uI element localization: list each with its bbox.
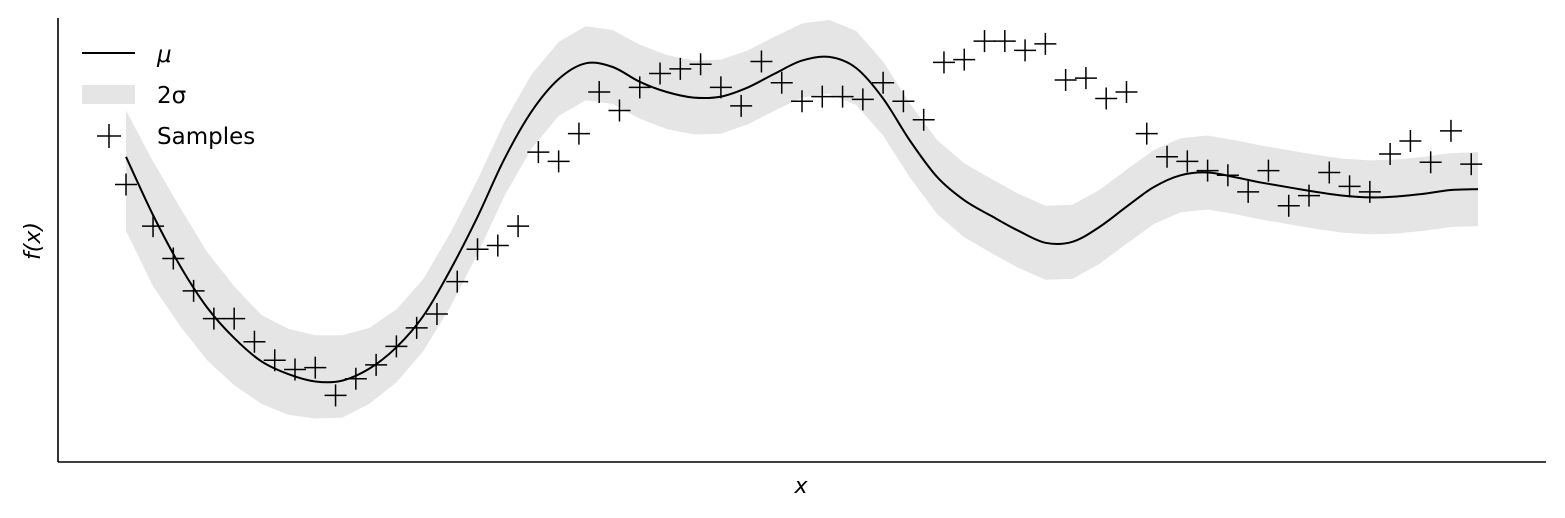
sample-point	[202, 307, 225, 330]
sample-point	[243, 330, 266, 353]
sample-point	[993, 30, 1016, 53]
sample-point	[344, 367, 367, 390]
sample-point	[1338, 175, 1361, 198]
sample-point	[1156, 145, 1179, 168]
sample-point	[608, 99, 631, 122]
sample-point	[284, 358, 306, 381]
sample-point	[142, 215, 165, 238]
sample-point	[973, 30, 996, 53]
sample-point	[1074, 67, 1097, 90]
sample-point	[1054, 68, 1077, 91]
sample-point	[669, 57, 692, 80]
sample-point	[1237, 180, 1260, 203]
legend-band-swatch	[82, 85, 135, 104]
sample-point	[527, 141, 550, 164]
sample-point	[892, 90, 915, 113]
sample-point	[304, 356, 327, 379]
sample-point	[162, 247, 185, 270]
uncertainty-band	[126, 19, 1478, 419]
sample-point	[324, 384, 347, 407]
sample-point	[1115, 81, 1138, 103]
sample-point	[223, 307, 246, 330]
sample-point	[831, 85, 854, 108]
sample-point	[1257, 159, 1280, 182]
sample-point	[385, 335, 408, 358]
sample-point	[567, 122, 590, 145]
y-axis-label: f(x)	[21, 222, 46, 260]
sample-point	[1135, 122, 1158, 145]
uncertainty-band-layer	[126, 19, 1478, 419]
sample-point	[649, 62, 672, 85]
sample-point	[1298, 184, 1320, 207]
sample-point	[547, 150, 570, 173]
legend-label-mean: μ	[156, 42, 172, 68]
legend-label-samples: Samples	[157, 124, 255, 150]
sample-point	[1358, 180, 1381, 203]
sample-point	[1216, 164, 1239, 187]
sample-point	[507, 215, 530, 238]
sample-point	[791, 90, 813, 113]
samples-layer	[115, 30, 1483, 407]
sample-point	[1419, 151, 1442, 174]
sample-point	[750, 50, 773, 73]
sample-point	[709, 76, 732, 99]
sample-point	[115, 173, 137, 196]
sample-point	[405, 316, 428, 339]
sample-point	[466, 238, 489, 261]
sample-point	[588, 81, 611, 103]
sample-point	[486, 234, 509, 257]
sample-point	[446, 270, 469, 293]
sample-point	[1399, 130, 1422, 153]
sample-point	[1439, 119, 1462, 142]
sample-point	[425, 303, 448, 325]
sample-point	[1277, 194, 1300, 217]
sample-point	[851, 88, 874, 111]
sample-point	[1014, 39, 1037, 62]
sample-point	[365, 353, 388, 376]
sample-point	[1095, 87, 1118, 110]
sample-point	[1176, 150, 1199, 173]
sample-point	[932, 51, 955, 74]
sample-point	[730, 94, 753, 117]
sample-point	[811, 85, 834, 108]
sample-point	[1318, 161, 1341, 184]
sample-point	[770, 71, 793, 94]
sample-point	[1460, 153, 1483, 176]
sample-point	[1034, 32, 1057, 55]
sample-point	[953, 48, 976, 71]
sample-point	[689, 53, 712, 76]
sample-point	[1196, 159, 1219, 182]
sample-point	[628, 76, 651, 99]
sample-point	[263, 349, 286, 372]
sample-point	[872, 71, 895, 94]
legend-marker-swatch	[97, 124, 121, 148]
legend-label-band: 2σ	[157, 83, 186, 109]
sample-point	[912, 108, 935, 131]
sample-point	[182, 279, 205, 302]
sample-point	[1379, 142, 1402, 165]
legend: μ 2σ Samples	[82, 42, 255, 150]
x-axis-label: x	[793, 474, 808, 499]
